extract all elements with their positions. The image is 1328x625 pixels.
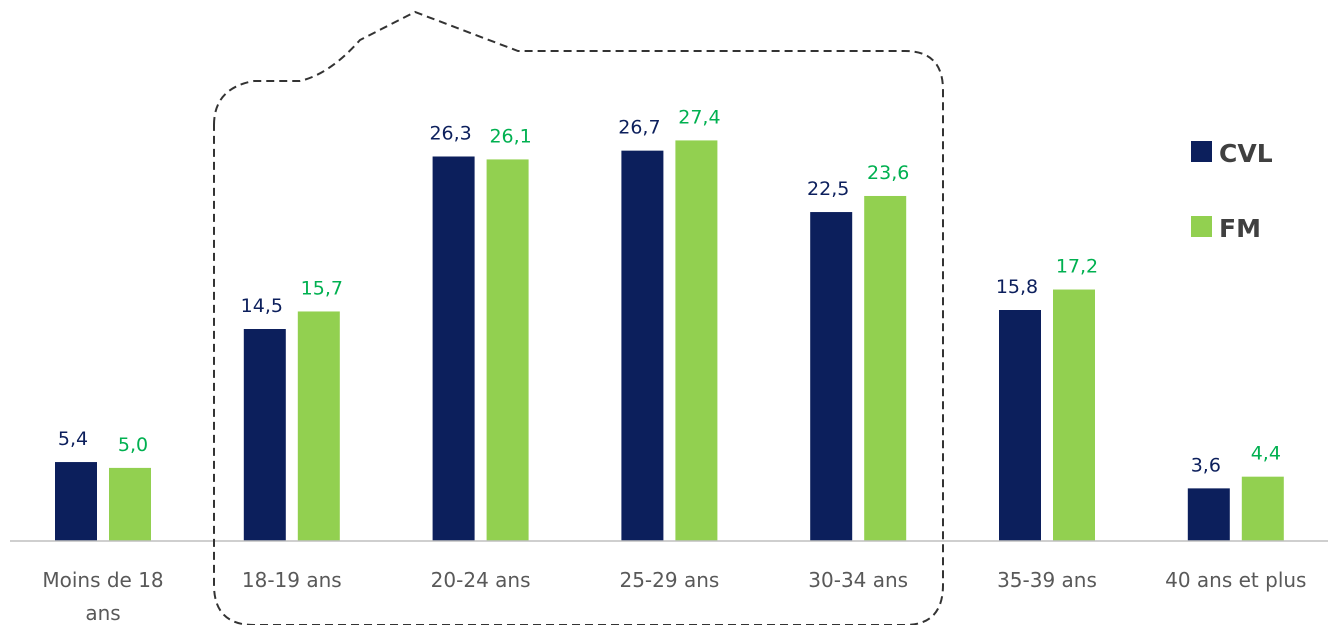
value-labels-layer: 5,4 5,0 14,5 15,7 26,3 26,1 26,7 27,4 22,5 23,6 15… — [58, 106, 1281, 476]
x-tick-label-5: 35-39 ans — [997, 568, 1097, 592]
value-label-fm-4: 23,6 — [867, 162, 909, 184]
x-tick-label-0-line2: ans — [85, 601, 120, 625]
legend: CVL FM — [1191, 139, 1273, 243]
x-tick-label-1: 18-19 ans — [242, 568, 342, 592]
legend-label-cvl: CVL — [1219, 139, 1273, 168]
bar-fm-6 — [1241, 476, 1284, 541]
legend-swatch-fm — [1191, 216, 1212, 237]
bar-fm-2 — [486, 159, 529, 541]
value-label-fm-0: 5,0 — [118, 434, 148, 456]
x-tick-label-0: Moins de 18 — [42, 568, 163, 592]
bar-fm-1 — [297, 311, 340, 541]
legend-swatch-cvl — [1191, 141, 1212, 162]
bar-cvl-3 — [621, 150, 664, 541]
value-label-cvl-4: 22,5 — [807, 178, 849, 200]
value-label-cvl-6: 3,6 — [1191, 454, 1221, 476]
value-label-fm-1: 15,7 — [301, 277, 343, 299]
x-tick-label-6: 40 ans et plus — [1165, 568, 1306, 592]
bar-fm-5 — [1053, 289, 1095, 541]
bar-cvl-2 — [432, 156, 475, 541]
legend-label-fm: FM — [1219, 214, 1261, 243]
bar-cvl-0 — [55, 462, 97, 541]
x-tick-labels-layer: Moins de 18 ans 18-19 ans 20-24 ans 25-29 an… — [42, 568, 1306, 625]
value-label-cvl-5: 15,8 — [996, 276, 1038, 298]
bar-cvl-6 — [1187, 488, 1230, 541]
x-tick-label-2: 20-24 ans — [431, 568, 531, 592]
bar-fm-4 — [864, 195, 907, 541]
bar-fm-0 — [109, 467, 151, 541]
value-label-cvl-0: 5,4 — [58, 428, 88, 450]
value-label-fm-3: 27,4 — [678, 106, 720, 128]
value-label-fm-5: 17,2 — [1056, 256, 1098, 278]
bar-cvl-5 — [999, 310, 1041, 541]
bar-cvl-1 — [243, 329, 286, 541]
bar-cvl-4 — [810, 212, 853, 542]
bars-layer — [55, 140, 1284, 542]
value-label-cvl-3: 26,7 — [618, 117, 660, 139]
x-tick-label-4: 30-34 ans — [808, 568, 908, 592]
value-label-cvl-1: 14,5 — [241, 295, 283, 317]
value-label-fm-2: 26,1 — [489, 125, 531, 147]
value-label-fm-6: 4,4 — [1251, 443, 1281, 465]
bar-fm-3 — [675, 140, 718, 542]
x-tick-label-3: 25-29 ans — [619, 568, 719, 592]
value-label-cvl-2: 26,3 — [429, 122, 471, 144]
